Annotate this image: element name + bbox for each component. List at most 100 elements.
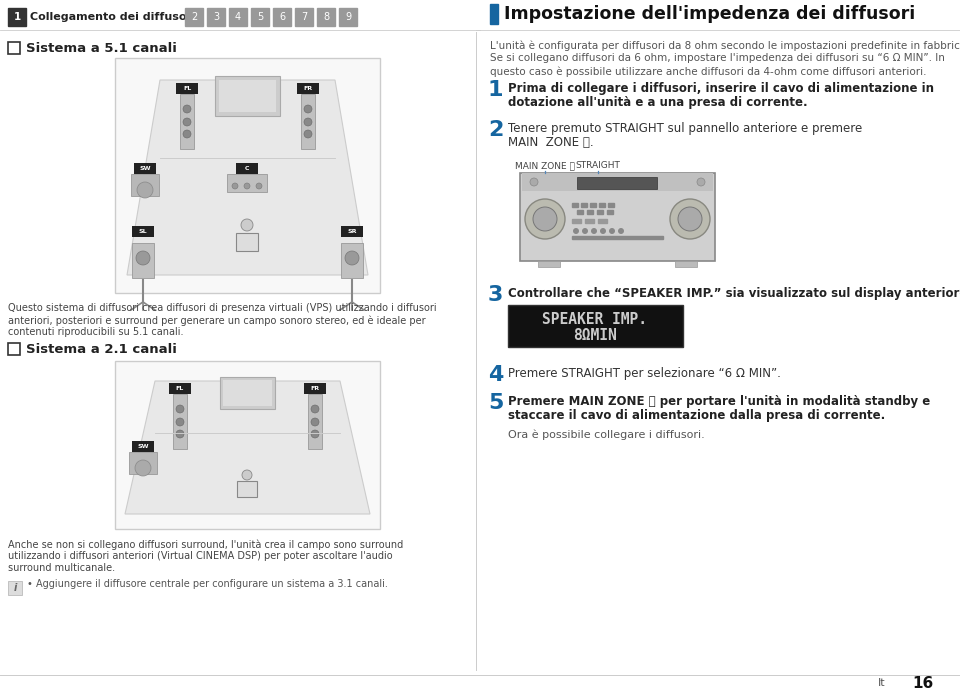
Circle shape (244, 183, 250, 189)
Text: SW: SW (139, 165, 151, 171)
Bar (132, 243, 154, 278)
Bar (132, 441, 154, 452)
Circle shape (618, 228, 624, 234)
Bar (490, 4, 498, 24)
Text: MAIN ZONE ⏻: MAIN ZONE ⏻ (516, 161, 575, 170)
Circle shape (582, 228, 588, 234)
Bar (229, 8, 247, 26)
Bar (237, 481, 257, 497)
Bar (508, 305, 683, 347)
Bar (304, 383, 326, 394)
Text: Impostazione dell'impedenza dei diffusori: Impostazione dell'impedenza dei diffusor… (504, 5, 915, 23)
Text: 4: 4 (488, 365, 503, 385)
Bar (308, 394, 322, 449)
Bar (577, 177, 657, 189)
Bar (176, 83, 198, 94)
Text: SL: SL (138, 228, 147, 233)
Bar (538, 261, 560, 267)
Bar (341, 243, 363, 278)
Text: 2: 2 (191, 12, 197, 22)
Text: Premere STRAIGHT per selezionare “6 Ω MIN”.: Premere STRAIGHT per selezionare “6 Ω MI… (508, 367, 780, 380)
Bar (572, 219, 581, 223)
Text: Ora è possibile collegare i diffusori.: Ora è possibile collegare i diffusori. (508, 429, 705, 439)
Bar (8, 343, 20, 355)
Bar (185, 8, 203, 26)
Text: 5: 5 (488, 393, 503, 413)
Text: FR: FR (310, 385, 320, 391)
Text: 1: 1 (13, 12, 20, 22)
Bar (572, 203, 578, 207)
Bar (8, 8, 26, 26)
Text: 9: 9 (345, 12, 351, 22)
Circle shape (304, 118, 312, 126)
Bar (572, 236, 663, 239)
Bar (134, 163, 156, 174)
Circle shape (697, 178, 705, 186)
Circle shape (242, 470, 252, 480)
Bar (251, 8, 269, 26)
Circle shape (525, 199, 565, 239)
Text: contenuti riproducibili su 5.1 canali.: contenuti riproducibili su 5.1 canali. (8, 327, 183, 337)
Bar (599, 203, 605, 207)
Text: Tenere premuto STRAIGHT sul pannello anteriore e premere: Tenere premuto STRAIGHT sul pannello ant… (508, 122, 862, 135)
Text: 7: 7 (300, 12, 307, 22)
Circle shape (345, 251, 359, 265)
Circle shape (176, 418, 184, 426)
Bar (207, 8, 225, 26)
Bar (131, 174, 159, 196)
Text: STRAIGHT: STRAIGHT (576, 161, 620, 170)
Text: 16: 16 (912, 675, 933, 691)
Circle shape (232, 183, 238, 189)
Bar (598, 219, 607, 223)
Circle shape (609, 228, 615, 234)
Bar (581, 203, 587, 207)
Text: staccare il cavo di alimentazione dalla presa di corrente.: staccare il cavo di alimentazione dalla … (508, 409, 885, 422)
Text: dotazione all'unità e a una presa di corrente.: dotazione all'unità e a una presa di cor… (508, 96, 807, 109)
Circle shape (256, 183, 262, 189)
Text: SPEAKER IMP.: SPEAKER IMP. (542, 312, 647, 326)
Circle shape (183, 105, 191, 113)
Bar (301, 94, 315, 149)
Bar (590, 203, 596, 207)
Bar (597, 210, 603, 214)
Bar (180, 94, 194, 149)
Bar (236, 163, 258, 174)
Bar (115, 58, 380, 293)
Text: FL: FL (182, 85, 191, 90)
Text: • Aggiungere il diffusore centrale per configurare un sistema a 3.1 canali.: • Aggiungere il diffusore centrale per c… (27, 579, 388, 589)
Circle shape (311, 405, 319, 413)
Text: SR: SR (348, 228, 357, 233)
Text: utilizzando i diffusori anteriori (Virtual CINEMA DSP) per poter ascoltare l'aud: utilizzando i diffusori anteriori (Virtu… (8, 551, 393, 561)
Bar (341, 226, 363, 237)
Polygon shape (127, 80, 368, 275)
Text: Questo sistema di diffusori crea diffusori di presenza virtuali (VPS) utilizzand: Questo sistema di diffusori crea diffuso… (8, 303, 437, 313)
Bar (577, 210, 583, 214)
Bar (520, 173, 715, 261)
Text: 4: 4 (235, 12, 241, 22)
Bar (295, 8, 313, 26)
Text: SW: SW (137, 443, 149, 448)
Text: questo caso è possibile utilizzare anche diffusori da 4-ohm come diffusori anter: questo caso è possibile utilizzare anche… (490, 66, 926, 76)
Text: 8ΩMIN: 8ΩMIN (573, 328, 617, 343)
Text: MAIN  ZONE ⏻.: MAIN ZONE ⏻. (508, 136, 593, 149)
Bar (223, 380, 272, 406)
Text: Controllare che “SPEAKER IMP.” sia visualizzato sul display anteriore.: Controllare che “SPEAKER IMP.” sia visua… (508, 287, 960, 300)
Text: 2: 2 (488, 120, 503, 140)
Text: 6: 6 (279, 12, 285, 22)
Bar (8, 581, 22, 595)
Bar (522, 173, 713, 191)
Text: L'unità è configurata per diffusori da 8 ohm secondo le impostazioni predefinite: L'unità è configurata per diffusori da 8… (490, 40, 960, 51)
Circle shape (591, 228, 597, 234)
Circle shape (533, 207, 557, 231)
Bar (608, 203, 614, 207)
Bar (339, 8, 357, 26)
Bar (297, 83, 319, 94)
Circle shape (136, 251, 150, 265)
Circle shape (183, 130, 191, 138)
Bar (132, 226, 154, 237)
Text: Prima di collegare i diffusori, inserire il cavo di alimentazione in: Prima di collegare i diffusori, inserire… (508, 82, 934, 95)
Bar (220, 377, 275, 409)
Bar (675, 261, 697, 267)
Polygon shape (125, 381, 370, 514)
Circle shape (670, 199, 710, 239)
